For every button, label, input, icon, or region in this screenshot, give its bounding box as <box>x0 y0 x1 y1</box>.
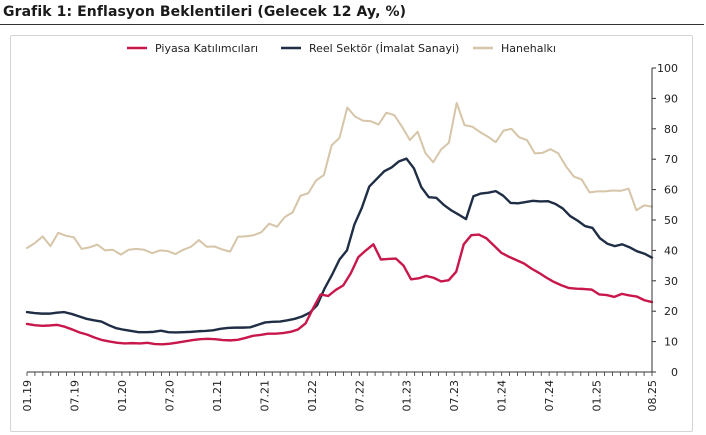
y-tick-label: 50 <box>664 214 678 227</box>
x-tick-label: 08.25 <box>646 380 659 412</box>
y-tick-label: 100 <box>657 62 678 75</box>
x-tick-label: 01.21 <box>211 380 224 412</box>
y-tick-label: 0 <box>671 366 678 379</box>
y-axis: 0 10 20 30 40 50 60 70 80 90 100 <box>651 62 678 379</box>
y-tick-label: 80 <box>664 123 678 136</box>
series-line-reel-sektor <box>25 157 654 334</box>
legend: Piyasa Katılımcıları Reel Sektör (İmalat … <box>127 42 556 55</box>
x-tick-label: 01.19 <box>21 380 34 412</box>
x-tick-label: 01.25 <box>591 380 604 412</box>
x-tick-label: 07.24 <box>543 380 556 412</box>
x-tick-label: 07.21 <box>258 380 271 412</box>
x-tick-label: 07.23 <box>448 380 461 412</box>
x-tick-label: 07.20 <box>163 380 176 412</box>
y-tick-label: 60 <box>664 184 678 197</box>
y-tick-label: 10 <box>664 336 678 349</box>
series-line-hanehalki <box>26 101 653 256</box>
x-axis: 01.19 07.19 01.20 07.20 01.21 07.21 01.22 07.22… <box>21 371 659 412</box>
y-tick-label: 40 <box>664 244 678 257</box>
legend-label-hanehalki: Hanehalkı <box>501 42 556 55</box>
series-lines <box>25 101 654 346</box>
x-tick-label: 01.22 <box>306 380 319 412</box>
chart-title: Grafik 1: Enflasyon Beklentileri (Gelece… <box>3 4 407 20</box>
series-line-piyasa-katilimcilari <box>25 233 654 346</box>
y-tick-label: 30 <box>664 275 678 288</box>
y-tick-label: 20 <box>664 305 678 318</box>
x-tick-label: 01.20 <box>116 380 129 412</box>
x-tick-label: 01.24 <box>496 380 509 412</box>
x-tick-label: 07.19 <box>68 380 81 412</box>
x-tick-label: 07.22 <box>353 380 366 412</box>
y-tick-label: 70 <box>664 153 678 166</box>
legend-label-piyasa-katilimcilari: Piyasa Katılımcıları <box>155 42 258 55</box>
y-tick-label: 90 <box>664 92 678 105</box>
legend-label-reel-sektor: Reel Sektör (İmalat Sanayi) <box>309 42 459 55</box>
title-divider <box>0 24 704 25</box>
x-tick-label: 01.23 <box>401 380 414 412</box>
plot-frame <box>10 35 693 432</box>
